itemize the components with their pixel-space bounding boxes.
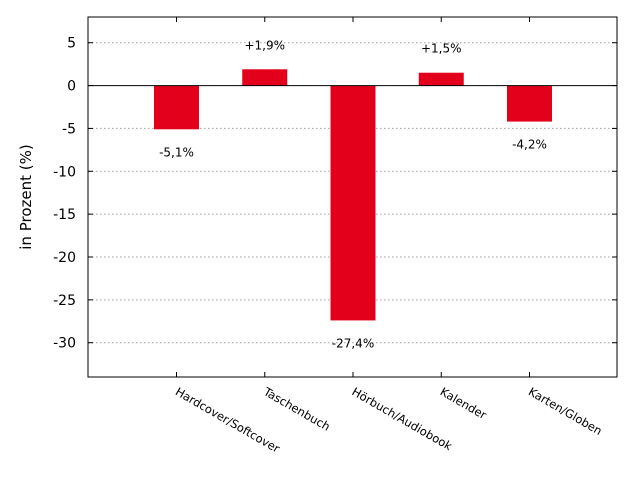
data-label: -4,2% bbox=[512, 138, 547, 152]
x-category-label: Karten/Globen bbox=[526, 384, 605, 437]
data-label: -5,1% bbox=[159, 145, 194, 159]
data-labels: -5,1% +1,9% -27,4% +1,5% -4,2% bbox=[159, 38, 547, 350]
x-category-label: Taschenbuch bbox=[260, 384, 332, 434]
data-label: -27,4% bbox=[332, 336, 374, 350]
y-axis: 5 0 -5 -10 -15 -20 -25 -30 bbox=[53, 36, 617, 352]
y-tick-label: -20 bbox=[53, 250, 76, 266]
y-axis-title: in Prozent (%) bbox=[17, 144, 35, 249]
y-tick-label: -5 bbox=[62, 121, 76, 137]
bar bbox=[418, 72, 464, 86]
y-tick-label: -10 bbox=[53, 164, 76, 180]
bars bbox=[154, 69, 552, 321]
data-label: +1,5% bbox=[421, 42, 462, 56]
bar bbox=[242, 69, 288, 86]
x-category-label: Kalender bbox=[438, 384, 489, 422]
bar bbox=[507, 85, 552, 122]
y-tick-label: -25 bbox=[53, 293, 76, 309]
y-tick-label: -15 bbox=[53, 207, 76, 223]
data-label: +1,9% bbox=[244, 38, 285, 52]
bar bbox=[154, 85, 199, 130]
y-tick-label: 5 bbox=[67, 36, 76, 52]
y-tick-label: 0 bbox=[67, 79, 76, 95]
y-tick-label: -30 bbox=[53, 336, 76, 352]
bar bbox=[330, 85, 376, 321]
